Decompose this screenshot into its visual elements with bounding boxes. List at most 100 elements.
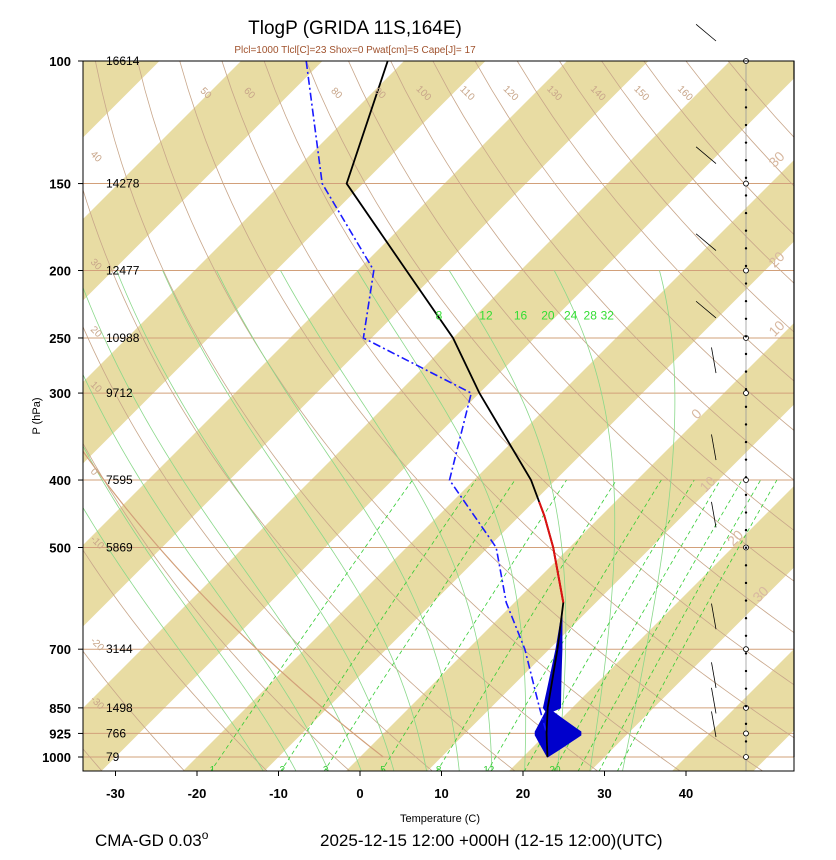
wind-level-dot (744, 405, 748, 409)
parcel-path (83, 450, 384, 758)
valid-time-label: 2025-12-15 12:00 +000H (12-15 12:00)(UTC… (320, 831, 663, 850)
wind-station-circle (743, 267, 749, 274)
dry-adiabats (0, 29, 794, 772)
height-label: 79 (106, 750, 120, 764)
wind-level-dot (744, 388, 748, 391)
dry-adiabat (0, 29, 20, 772)
wind-level-dot (744, 476, 748, 479)
wind-level-dot (744, 440, 748, 444)
wind-level-dot (744, 282, 748, 285)
wind-level-dot (744, 616, 748, 620)
dry-adiabat (83, 325, 433, 771)
moist-adiabat (356, 270, 527, 771)
pressure-tick-label: 850 (49, 701, 71, 716)
moist-adiabat (83, 286, 362, 771)
height-label: 3144 (106, 642, 133, 656)
dry-adiabat (348, 61, 794, 582)
mixing-ratio-label: 24 (564, 308, 578, 322)
mixing-ratio-line (280, 479, 477, 771)
pressure-tick-label: 250 (49, 331, 71, 346)
isobar-lines (83, 61, 794, 758)
dry-adiabat (83, 442, 351, 771)
wind-level-dot (744, 652, 748, 655)
wind-level-dot (744, 599, 748, 602)
isotherm-band (83, 61, 160, 138)
dry-adiabat (305, 61, 794, 634)
pressure-tick-label: 700 (49, 642, 71, 657)
wind-level-dot (744, 247, 748, 250)
degree-symbol: o (202, 828, 209, 842)
pressure-tick-label: 150 (49, 177, 71, 192)
wind-level-dot (744, 669, 748, 673)
wind-level-dot (744, 634, 748, 638)
wind-level-dot (744, 546, 748, 549)
dry-adiabat (83, 188, 516, 771)
moist-adiabat (162, 270, 428, 771)
mixing-ratio-line (617, 479, 778, 771)
mixing-ratio-label: 8 (436, 308, 443, 322)
temperature-tick-label: 30 (597, 786, 611, 801)
isotherm-band (83, 61, 486, 464)
isotherm-label: 30 (765, 148, 787, 170)
wind-barb (711, 603, 717, 630)
mixing-ratio-line (577, 479, 743, 771)
moist-adiabat (83, 373, 330, 771)
wind-station-circle (743, 390, 749, 396)
wind-barbs (695, 23, 749, 771)
mixing-ratio-line (381, 479, 567, 771)
height-label: 16614 (106, 54, 140, 68)
mixing-ratio-line (210, 479, 413, 771)
sounding-profiles (305, 61, 565, 758)
dry-adiabat (83, 650, 186, 771)
temperature-tick-label: 40 (679, 786, 693, 801)
chart-title: TlogP (GRIDA 11S,164E) (248, 18, 462, 39)
theta-label: -20 (88, 636, 106, 654)
height-label: 9712 (106, 386, 133, 400)
temperature-tick-label: 20 (516, 786, 530, 801)
theta-label: 150 (631, 84, 651, 104)
x-axis-label: Temperature (C) (400, 813, 480, 825)
dry-adiabat (94, 61, 599, 771)
wind-level-dot (744, 123, 748, 127)
height-label: 10988 (106, 331, 140, 345)
wind-level-dot (744, 194, 748, 197)
wind-level-dot (744, 141, 748, 144)
mixing-ratio-line (598, 479, 761, 771)
mixing-ratio-label: 16 (514, 308, 528, 322)
dry-adiabat (432, 61, 794, 481)
wind-level-dot (744, 335, 748, 338)
wind-level-dot (744, 528, 748, 532)
moist-adiabat (83, 445, 297, 771)
mixing-ratio-label: 28 (584, 308, 598, 322)
right-mask (794, 61, 834, 757)
height-label: 766 (106, 726, 126, 740)
model-label-text: CMA-GD 0.03 (95, 831, 202, 850)
mixing-ratio-line (436, 479, 617, 771)
dewpoint-profile (305, 61, 549, 758)
wind-level-dot (744, 511, 748, 514)
moist-adiabat (622, 270, 676, 771)
moist-adiabat (116, 270, 395, 771)
isotherm-bands (0, 29, 794, 772)
height-label: 7595 (106, 473, 133, 487)
height-label: 5869 (106, 540, 133, 554)
temperature-tick-label: 10 (434, 786, 448, 801)
height-label: 1498 (106, 701, 133, 715)
pressure-tick-label: 400 (49, 473, 71, 488)
wind-level-dot (744, 317, 748, 320)
isotherm-band (0, 29, 28, 772)
pressure-tick-label: 200 (49, 264, 71, 279)
mixing-ratio-label: 32 (601, 308, 615, 322)
wind-level-dot (744, 106, 748, 109)
wind-level-dot (744, 564, 748, 567)
pressure-tick-label: 925 (49, 726, 71, 741)
wind-barb (711, 687, 717, 714)
isotherm-band (182, 160, 794, 771)
wind-barb (711, 662, 717, 688)
wind-station-circle (743, 180, 749, 187)
theta-label: 80 (328, 86, 344, 102)
pressure-tick-label: 1000 (42, 750, 71, 765)
mixing-ratio-label: 5 (380, 765, 386, 776)
wind-level-dot (744, 493, 748, 497)
